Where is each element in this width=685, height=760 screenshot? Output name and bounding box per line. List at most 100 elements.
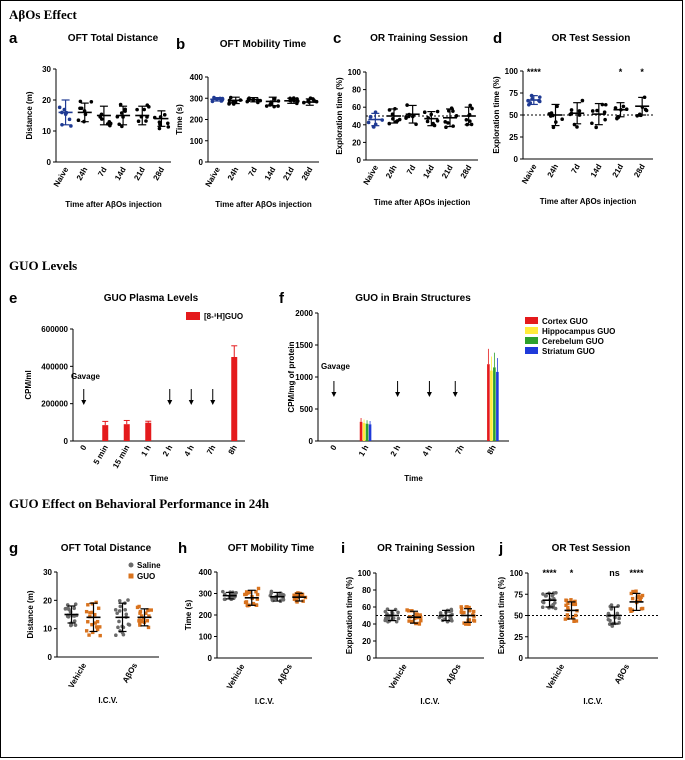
y-tick-label-c: 40 xyxy=(352,121,361,130)
x-tick-label-e: 1 h xyxy=(139,443,153,458)
data-point-i xyxy=(467,622,471,626)
data-point-g xyxy=(115,611,119,616)
data-point-h xyxy=(245,591,249,595)
data-point-d xyxy=(603,117,607,122)
data-point-c xyxy=(451,109,455,113)
y-tick-label-i: 0 xyxy=(367,654,372,663)
data-point-g xyxy=(73,623,78,627)
data-point-c xyxy=(443,120,448,124)
y-tick-label-j: 50 xyxy=(514,612,523,621)
legend-marker-saline xyxy=(128,562,134,568)
panel-letter-d: d xyxy=(493,30,502,47)
data-point-i xyxy=(407,619,411,623)
x-tick-label-e: 15 min xyxy=(111,443,132,470)
panel-letter-f: f xyxy=(279,290,285,307)
panel-letter-e: e xyxy=(9,290,17,307)
data-point-j xyxy=(630,608,634,612)
data-point-j xyxy=(634,589,638,593)
gavage-label-f: Gavage xyxy=(321,362,350,371)
data-point-g xyxy=(121,632,126,637)
y-tick-label-f: 0 xyxy=(309,437,314,446)
gavage-arrowhead-e xyxy=(188,400,194,405)
x-tick-label-d: 14d xyxy=(589,162,604,179)
x-tick-label-b: 7d xyxy=(247,165,260,178)
data-point-j xyxy=(640,593,645,598)
data-point-g xyxy=(90,610,94,615)
y-tick-label-a: 0 xyxy=(47,158,52,167)
data-point-h xyxy=(254,603,258,607)
y-tick-label-a: 30 xyxy=(42,65,51,74)
chart-title-c: OR Training Session xyxy=(370,33,468,44)
y-axis-label-d: Exploration time (%) xyxy=(492,76,501,154)
data-point-i xyxy=(396,616,401,621)
data-point-j xyxy=(632,590,636,594)
x-tick-label-c: 7d xyxy=(405,163,418,176)
data-point-h xyxy=(255,597,260,601)
legend-marker-striatum xyxy=(525,347,538,354)
panel-letter-g: g xyxy=(9,540,18,557)
x-tick-label-b: 28d xyxy=(300,165,315,182)
data-point-g xyxy=(86,620,90,624)
data-point-d xyxy=(549,111,554,115)
data-point-c xyxy=(435,109,440,114)
data-point-h xyxy=(294,594,298,598)
x-tick-label-b: 14d xyxy=(263,165,278,182)
data-point-g xyxy=(72,619,77,623)
data-point-d xyxy=(528,101,533,105)
data-point-a xyxy=(120,124,124,129)
data-point-g xyxy=(138,611,142,615)
data-point-j xyxy=(628,607,632,611)
panel-letter-j: j xyxy=(498,540,503,557)
y-tick-label-f: 500 xyxy=(300,405,314,414)
data-point-d xyxy=(577,109,582,113)
data-point-g xyxy=(126,598,130,602)
y-tick-label-b: 400 xyxy=(190,73,204,82)
data-point-g xyxy=(98,633,102,638)
y-tick-label-d: 50 xyxy=(509,111,518,120)
data-point-j xyxy=(574,613,578,618)
bar-e xyxy=(123,424,130,441)
legend-marker-guo xyxy=(128,573,134,579)
x-axis-label-j: I.C.V. xyxy=(583,697,602,706)
x-tick-label-f: 2 h xyxy=(389,443,403,458)
data-point-a xyxy=(76,118,81,123)
bar-f-cerebelum xyxy=(365,423,369,441)
data-point-a xyxy=(135,107,139,112)
y-axis-label-b: Time (s) xyxy=(175,104,184,135)
data-point-g xyxy=(91,630,95,635)
data-point-g xyxy=(138,621,142,625)
data-point-i xyxy=(459,605,463,609)
y-tick-label-c: 100 xyxy=(348,68,362,77)
x-tick-label-c: 24h xyxy=(384,163,399,180)
y-tick-label-b: 300 xyxy=(190,94,204,103)
gavage-arrowhead-e xyxy=(81,400,87,405)
y-tick-label-e: 200000 xyxy=(41,400,68,409)
data-point-a xyxy=(100,117,104,121)
data-point-j xyxy=(617,616,621,621)
data-point-d xyxy=(560,117,564,122)
data-point-g xyxy=(73,602,78,607)
data-point-a xyxy=(89,99,94,104)
data-point-d xyxy=(590,121,594,126)
data-point-j xyxy=(609,603,614,607)
y-axis-label-a: Distance (m) xyxy=(25,91,34,139)
data-point-c xyxy=(422,110,427,115)
data-point-a xyxy=(162,113,167,117)
y-axis-label-h: Time (s) xyxy=(184,599,193,630)
data-point-g xyxy=(117,619,121,624)
y-tick-label-h: 400 xyxy=(199,568,213,577)
y-tick-label-f: 2000 xyxy=(295,309,313,318)
panel-letter-c: c xyxy=(333,30,341,47)
data-point-i xyxy=(418,613,422,617)
data-point-j xyxy=(541,592,545,596)
data-point-g xyxy=(137,619,141,623)
significance-d: * xyxy=(619,67,623,77)
x-tick-label-a: 14d xyxy=(113,165,128,182)
chart-title-f: GUO in Brain Structures xyxy=(355,293,471,304)
x-tick-label-e: 2 h xyxy=(161,443,175,458)
data-point-g xyxy=(63,606,68,611)
data-point-c xyxy=(454,113,459,118)
data-point-j xyxy=(566,601,570,606)
data-point-g xyxy=(145,619,150,623)
x-tick-label-a: 7d xyxy=(96,165,109,178)
